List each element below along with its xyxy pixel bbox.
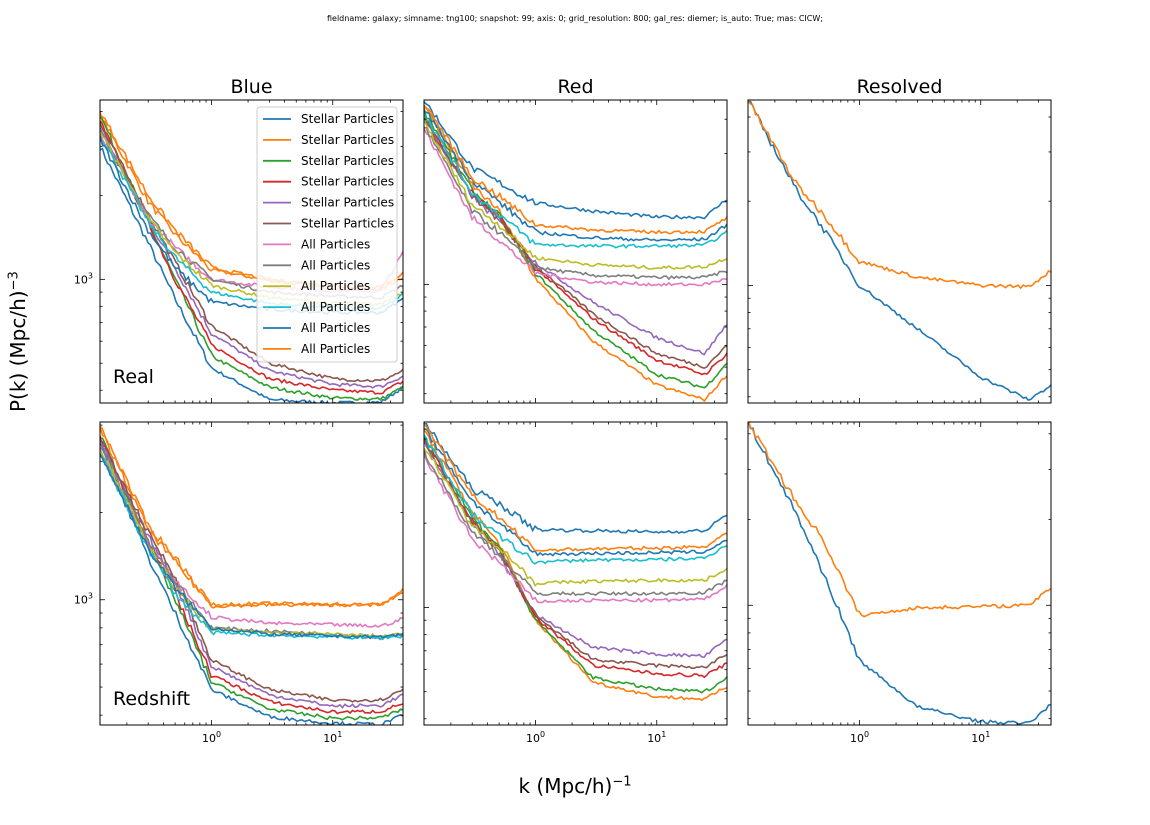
series-line-6 <box>424 127 727 287</box>
series-line-3 <box>100 120 403 395</box>
y-tick-label: 103 <box>74 592 93 607</box>
series-line-11 <box>100 425 403 608</box>
series-line-2 <box>100 437 403 721</box>
y-tick-label-exponent: 3 <box>88 271 93 280</box>
panel-0-1: Red <box>423 76 728 404</box>
y-axis-label: P(k) (Mpc/h)−3 <box>6 271 30 412</box>
series-line-4 <box>100 439 403 709</box>
panel-1-1: 100 101 <box>423 421 728 745</box>
column-title: Blue <box>230 76 272 98</box>
series-line-1 <box>748 100 1051 290</box>
series-line-11 <box>424 424 727 553</box>
y-axis-label-text: P(k) (Mpc/h) <box>6 290 30 412</box>
x-tick-label: 101 <box>971 730 990 745</box>
x-tick-label-exponent: 0 <box>216 730 221 739</box>
column-title: Red <box>557 76 593 98</box>
x-tick-label: 101 <box>647 730 666 745</box>
x-tick-label-exponent: 0 <box>540 730 545 739</box>
x-tick-label-exponent: 1 <box>985 730 990 739</box>
series-line-7 <box>424 448 727 597</box>
legend-entry: All Particles <box>301 279 370 293</box>
x-axis-label: k (Mpc/h)−1 <box>0 774 1150 798</box>
legend-entry: Stellar Particles <box>301 112 394 126</box>
y-tick-label: 103 <box>74 271 93 286</box>
legend-frame <box>256 106 398 363</box>
panel-frame <box>747 99 1052 404</box>
series-line-1 <box>748 422 1051 618</box>
y-tick-label-exponent: 3 <box>88 592 93 601</box>
series-line-8 <box>100 450 403 639</box>
series-line-0 <box>748 100 1051 402</box>
y-axis-label-exponent: −3 <box>6 271 22 291</box>
series-line-0 <box>748 422 1051 725</box>
x-tick-label: 100 <box>202 730 221 745</box>
panel-frame <box>747 421 1052 726</box>
series-line-1 <box>424 429 727 702</box>
legend-entry: All Particles <box>301 321 370 335</box>
legend-entry: Stellar Particles <box>301 154 394 168</box>
series-line-7 <box>424 126 727 281</box>
panel-frame <box>423 421 728 726</box>
legend-entry: All Particles <box>301 300 370 314</box>
series-line-10 <box>424 109 727 242</box>
column-title: Resolved <box>857 76 943 98</box>
x-axis-label-text: k (Mpc/h) <box>518 774 613 798</box>
series-line-2 <box>424 436 727 694</box>
x-tick-label: 100 <box>850 730 869 745</box>
series-line-10 <box>424 427 727 557</box>
legend-entry: All Particles <box>301 237 370 251</box>
panel-0-2: Resolved <box>747 76 1052 404</box>
series-line-3 <box>424 114 727 376</box>
series-line-5 <box>100 439 403 703</box>
legend-entry: Stellar Particles <box>301 133 394 147</box>
legend: Stellar Particles Stellar Particles Stella… <box>256 106 398 363</box>
legend-entry: All Particles <box>301 342 370 356</box>
series-line-5 <box>424 437 727 669</box>
panel-frame <box>99 99 404 404</box>
series-line-10 <box>100 453 403 640</box>
panel-frame <box>99 421 404 726</box>
panel-0-0: 103 Blue Real <box>74 76 404 404</box>
row-label: Redshift <box>113 688 190 710</box>
panel-1-2: 100 101 <box>747 421 1052 745</box>
series-line-0 <box>424 422 727 535</box>
series-line-3 <box>424 439 727 679</box>
x-tick-label-exponent: 1 <box>661 730 666 739</box>
series-line-9 <box>100 453 403 641</box>
row-label: Real <box>113 366 154 388</box>
series-line-0 <box>100 147 403 403</box>
series-line-0 <box>424 101 727 220</box>
legend-entry: Stellar Particles <box>301 175 394 189</box>
x-axis-label-exponent: −1 <box>612 774 632 790</box>
series-line-5 <box>424 119 727 370</box>
series-line-9 <box>424 434 727 565</box>
series-line-1 <box>100 426 403 609</box>
legend-entry: All Particles <box>301 258 370 272</box>
series-line-11 <box>424 104 727 235</box>
panel-frame <box>423 99 728 404</box>
x-tick-label: 101 <box>323 730 342 745</box>
series-line-1 <box>424 106 727 403</box>
x-tick-label: 100 <box>526 730 545 745</box>
x-tick-label-exponent: 1 <box>337 730 342 739</box>
series-line-0 <box>100 442 403 725</box>
legend-entry: Stellar Particles <box>301 217 394 231</box>
x-tick-label-exponent: 0 <box>864 730 869 739</box>
series-line-8 <box>424 448 727 587</box>
series-line-4 <box>424 438 727 658</box>
series-line-8 <box>424 119 727 270</box>
figure-suptitle: fieldname: galaxy; simname: tng100; snap… <box>327 14 823 23</box>
series-line-3 <box>100 435 403 715</box>
series-line-9 <box>424 113 727 249</box>
series-line-6 <box>424 453 727 604</box>
legend-entry: Stellar Particles <box>301 196 394 210</box>
